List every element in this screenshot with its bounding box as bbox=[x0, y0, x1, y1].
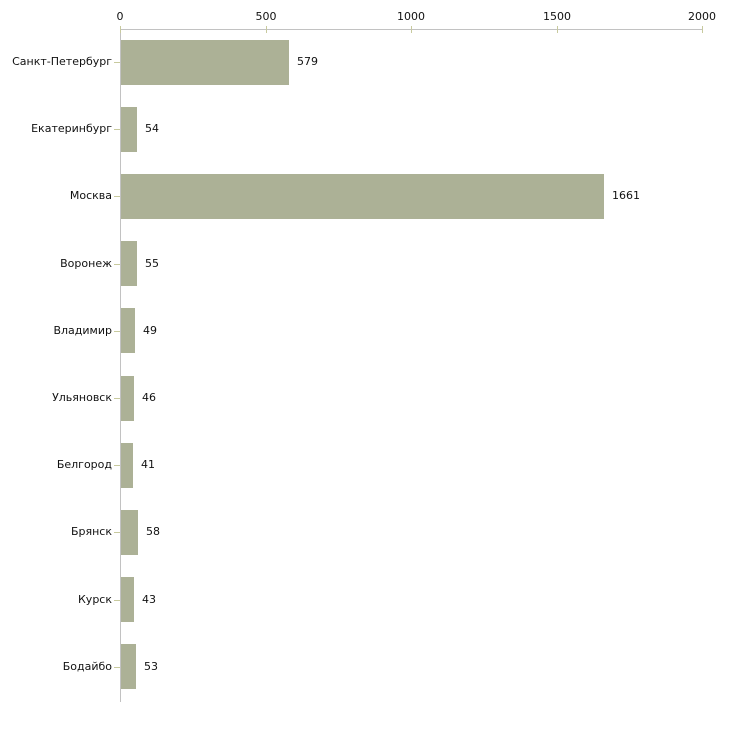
category-tick-mark bbox=[114, 532, 120, 533]
value-label: 43 bbox=[142, 593, 156, 606]
x-tick-mark bbox=[120, 26, 121, 33]
bar bbox=[121, 376, 134, 421]
category-label: Белгород bbox=[56, 458, 112, 471]
value-label: 46 bbox=[142, 391, 156, 404]
category-tick-mark bbox=[114, 465, 120, 466]
value-label: 41 bbox=[141, 458, 155, 471]
category-label: Москва bbox=[69, 189, 112, 202]
category-tick-mark bbox=[114, 331, 120, 332]
value-label: 49 bbox=[143, 324, 157, 337]
value-label: 53 bbox=[144, 660, 158, 673]
category-label: Екатеринбург bbox=[31, 122, 112, 135]
x-tick-label: 0 bbox=[116, 10, 124, 23]
category-tick-mark bbox=[114, 196, 120, 197]
bar bbox=[121, 577, 134, 622]
bar bbox=[121, 241, 137, 286]
bar bbox=[121, 644, 136, 689]
x-tick-label: 1000 bbox=[397, 10, 425, 23]
value-label: 579 bbox=[297, 55, 318, 68]
category-tick-mark bbox=[114, 600, 120, 601]
category-tick-mark bbox=[114, 62, 120, 63]
y-axis-line bbox=[120, 29, 121, 702]
value-label: 55 bbox=[145, 257, 159, 270]
category-label: Курск bbox=[78, 593, 112, 606]
value-label: 1661 bbox=[612, 189, 640, 202]
x-tick-mark bbox=[557, 26, 558, 33]
bar bbox=[121, 510, 138, 555]
category-label: Брянск bbox=[70, 525, 112, 538]
bar bbox=[121, 443, 133, 488]
bar bbox=[121, 308, 135, 353]
category-tick-mark bbox=[114, 667, 120, 668]
x-tick-mark bbox=[702, 26, 703, 33]
category-label: Санкт-Петербург bbox=[12, 55, 112, 68]
x-tick-label: 500 bbox=[255, 10, 277, 23]
category-label: Воронеж bbox=[60, 257, 112, 270]
bar bbox=[121, 107, 137, 152]
category-tick-mark bbox=[114, 129, 120, 130]
category-label: Ульяновск bbox=[52, 391, 112, 404]
category-label: Бодайбо bbox=[62, 660, 112, 673]
category-tick-mark bbox=[114, 398, 120, 399]
category-tick-mark bbox=[114, 264, 120, 265]
x-tick-label: 1500 bbox=[543, 10, 571, 23]
value-label: 54 bbox=[145, 122, 159, 135]
bar bbox=[121, 174, 604, 219]
x-tick-label: 2000 bbox=[688, 10, 716, 23]
bar bbox=[121, 40, 289, 85]
value-label: 58 bbox=[146, 525, 160, 538]
x-tick-mark bbox=[266, 26, 267, 33]
category-label: Владимир bbox=[53, 324, 112, 337]
x-tick-mark bbox=[411, 26, 412, 33]
